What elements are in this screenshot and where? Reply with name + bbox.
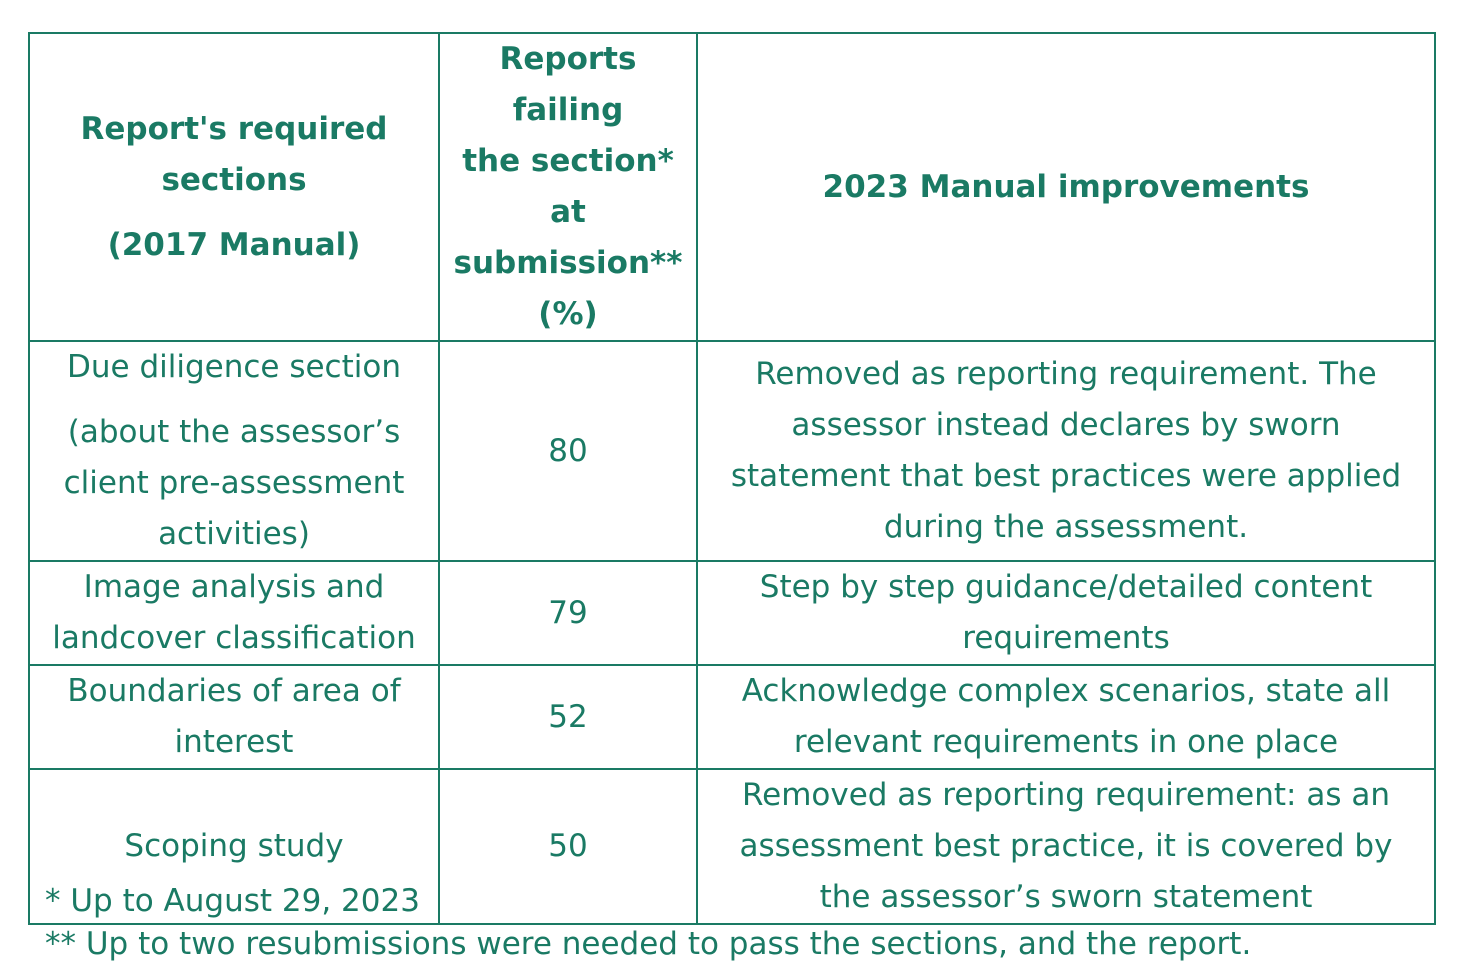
cell-line: the assessor’s sworn statement [819, 879, 1313, 915]
cell-line: Scoping study [124, 828, 344, 864]
section-cell: Due diligence section (about the assesso… [28, 340, 440, 562]
cell-line: statement that best practices were appli… [730, 458, 1402, 494]
cell-line: (about the assessor’s [67, 414, 401, 450]
cell-line: assessor instead declares by sworn [791, 407, 1341, 443]
cell-line: Boundaries of area of [67, 673, 401, 709]
header-line: sections [161, 161, 307, 198]
header-line: submission** [453, 245, 683, 281]
cell-line: requirements [962, 620, 1170, 656]
cell-line: assessment best practice, it is covered … [739, 828, 1393, 864]
cell-line: Removed as reporting requirement: as an [741, 777, 1391, 813]
improvement-cell: Step by step guidance/detailed content r… [696, 560, 1436, 666]
header-line: (2017 Manual) [107, 226, 361, 263]
percent-cell: 80 [438, 340, 698, 562]
cell-line: Step by step guidance/detailed content [759, 569, 1373, 605]
improvement-cell: Acknowledge complex scenarios, state all… [696, 664, 1436, 770]
header-improvements: 2023 Manual improvements [696, 32, 1436, 342]
footnotes: * Up to August 29, 2023 ** Up to two res… [45, 880, 1251, 966]
footnote-1: * Up to August 29, 2023 [45, 883, 420, 919]
percent-cell: 50 [438, 768, 698, 925]
header-line: the section* [462, 143, 674, 179]
cell-line: Removed as reporting requirement. The [755, 356, 1377, 392]
cell-line: during the assessment. [883, 509, 1249, 545]
report-sections-table: Report's required sections (2017 Manual)… [28, 32, 1436, 925]
cell-line: Due diligence section [67, 349, 401, 385]
section-cell: Scoping study [28, 768, 440, 925]
cell-line: interest [174, 724, 294, 760]
header-line: Report's required [80, 110, 388, 147]
cell-line: landcover classification [52, 620, 416, 656]
improvement-cell: Removed as reporting requirement: as an … [696, 768, 1436, 925]
cell-line: relevant requirements in one place [793, 724, 1339, 760]
header-required-sections: Report's required sections (2017 Manual) [28, 32, 440, 342]
table-row: Due diligence section (about the assesso… [28, 340, 1436, 562]
header-line: at [550, 194, 586, 230]
cell-line: activities) [158, 516, 310, 552]
header-line: (%) [538, 296, 598, 332]
percent-cell: 52 [438, 664, 698, 770]
header-failing-percent: Reports failing the section* at submissi… [438, 32, 698, 342]
header-line: 2023 Manual improvements [822, 168, 1310, 205]
table-header-row: Report's required sections (2017 Manual)… [28, 32, 1436, 342]
improvement-cell: Removed as reporting requirement. The as… [696, 340, 1436, 562]
cell-line: client pre-assessment [63, 465, 405, 501]
cell-line: Image analysis and [83, 569, 385, 605]
footnote-2: ** Up to two resubmissions were needed t… [45, 926, 1252, 962]
section-cell: Boundaries of area of interest [28, 664, 440, 770]
table-row: Boundaries of area of interest 52 Acknow… [28, 664, 1436, 770]
percent-cell: 79 [438, 560, 698, 666]
section-cell: Image analysis and landcover classificat… [28, 560, 440, 666]
table-row: Scoping study 50 Removed as reporting re… [28, 768, 1436, 925]
header-line: Reports failing [499, 41, 637, 128]
cell-line: Acknowledge complex scenarios, state all [741, 673, 1391, 709]
table-row: Image analysis and landcover classificat… [28, 560, 1436, 666]
